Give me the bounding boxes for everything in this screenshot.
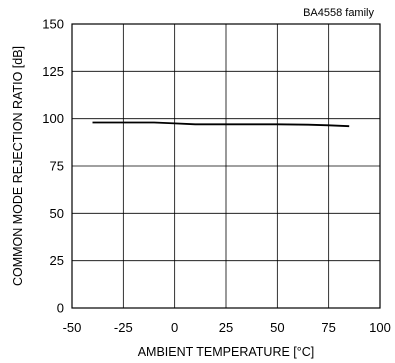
y-tick-label: 25 <box>50 253 64 268</box>
y-tick-label: 50 <box>50 206 64 221</box>
x-tick-label: -25 <box>114 320 133 335</box>
y-tick-label: 0 <box>57 301 64 316</box>
y-axis-title: COMMON MODE REJECTION RATIO [dB] <box>11 46 25 286</box>
x-tick-label: 75 <box>321 320 335 335</box>
x-tick-label: 0 <box>171 320 178 335</box>
y-tick-label: 150 <box>42 17 64 32</box>
series-layer <box>92 121 350 128</box>
y-tick-label: 125 <box>42 64 64 79</box>
x-axis-tick-labels: -50 -25 0 25 50 75 100 <box>63 320 391 335</box>
x-tick-label: -50 <box>63 320 82 335</box>
part-number-label: BA4558 family <box>303 7 374 19</box>
x-tick-label: 25 <box>219 320 233 335</box>
gridlines <box>72 24 380 308</box>
y-axis-tick-labels: 0 25 50 75 100 125 150 <box>42 17 64 316</box>
y-tick-label: 75 <box>50 159 64 174</box>
x-tick-label: 50 <box>270 320 284 335</box>
plot-area-frame <box>71 23 381 309</box>
x-tick-label: 100 <box>369 320 391 335</box>
y-tick-label: 100 <box>42 111 64 126</box>
x-axis-title: AMBIENT TEMPERATURE [°C] <box>138 345 315 359</box>
series-line <box>92 121 350 128</box>
